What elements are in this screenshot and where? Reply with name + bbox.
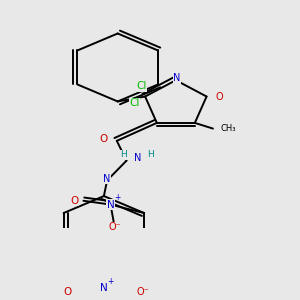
Text: O: O xyxy=(63,287,72,297)
Text: N: N xyxy=(100,283,108,292)
Text: O⁻: O⁻ xyxy=(109,222,122,232)
Text: Cl: Cl xyxy=(129,98,140,108)
Text: O: O xyxy=(70,196,78,206)
Text: O⁻: O⁻ xyxy=(136,287,149,297)
Text: Cl: Cl xyxy=(136,81,146,91)
Text: +: + xyxy=(114,194,120,202)
Text: H: H xyxy=(121,151,127,160)
Text: N: N xyxy=(103,174,111,184)
Text: N: N xyxy=(134,153,142,163)
Text: N: N xyxy=(173,73,181,83)
Text: N: N xyxy=(107,200,114,210)
Text: O: O xyxy=(216,92,223,101)
Text: H: H xyxy=(147,151,154,160)
Text: +: + xyxy=(107,277,113,286)
Text: O: O xyxy=(100,134,108,144)
Text: CH₃: CH₃ xyxy=(221,124,236,133)
